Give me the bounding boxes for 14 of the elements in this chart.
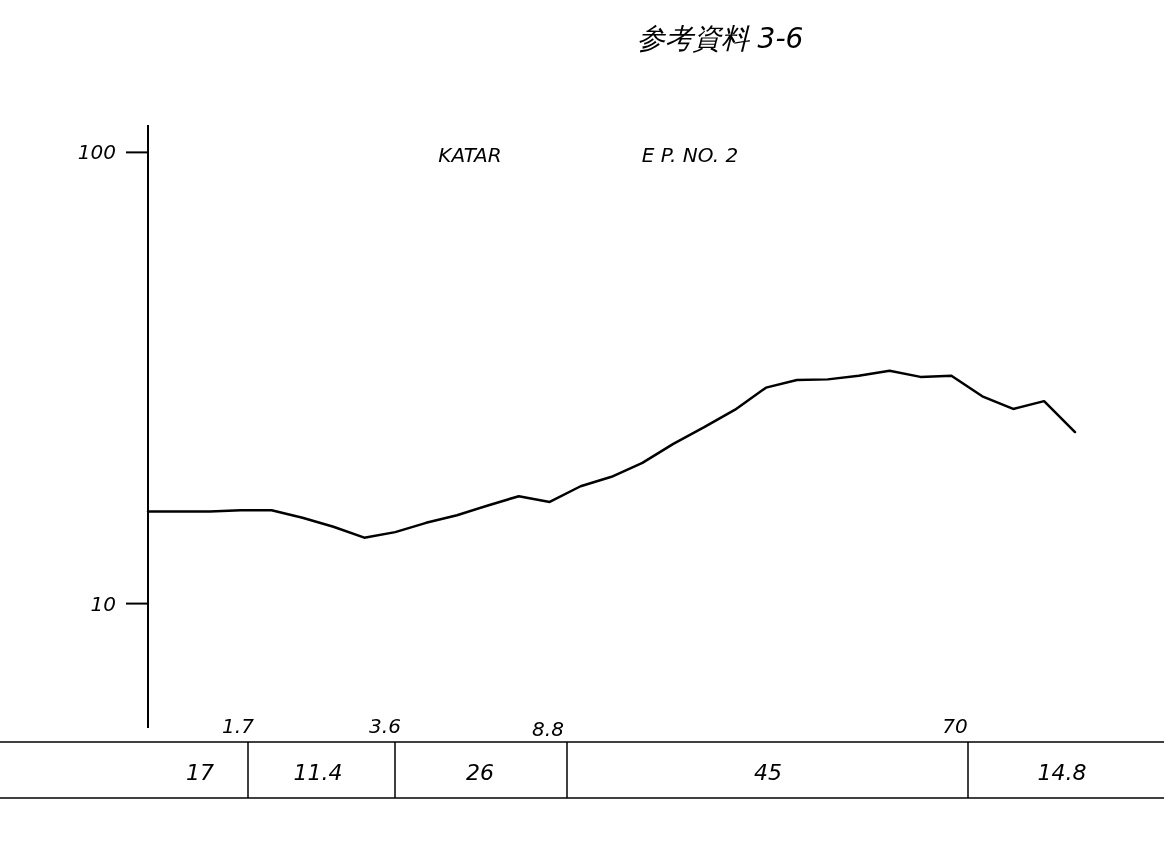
annotation: 70 [942,714,968,738]
y-tick-label: 100 [77,140,116,165]
annotation: E P. NO. 2 [641,143,739,167]
annotation: 45 [754,760,782,785]
annotation: 1.7 [222,714,254,738]
annotation: 14.8 [1037,760,1087,785]
annotation: 3.6 [369,714,401,738]
y-tick-label: 10 [90,591,116,616]
annotation: 8.8 [532,717,564,741]
annotation: 26 [466,760,494,785]
annotation: 17 [186,760,214,785]
annotation: 11.4 [293,760,343,785]
annotation: KATAR [438,143,502,167]
title: 参考資料 3-6 [636,22,804,55]
